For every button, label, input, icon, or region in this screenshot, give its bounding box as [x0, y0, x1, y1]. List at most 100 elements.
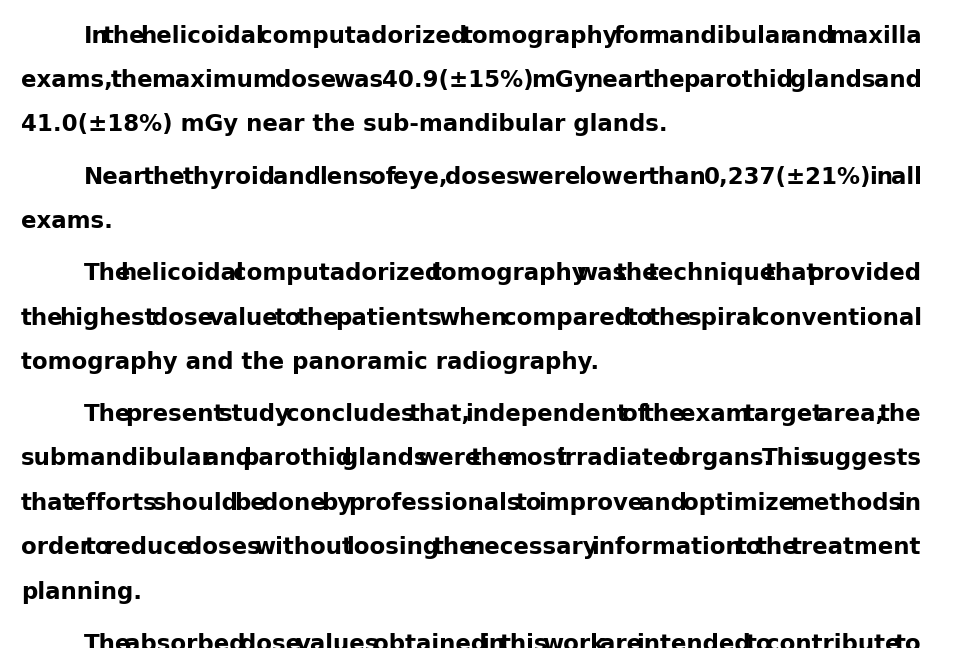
Text: maximum: maximum [151, 69, 276, 92]
Text: of: of [622, 403, 648, 426]
Text: loosing: loosing [347, 537, 440, 559]
Text: was: was [576, 262, 627, 285]
Text: professionals: professionals [348, 492, 520, 515]
Text: improve: improve [539, 492, 644, 515]
Text: independent: independent [466, 403, 628, 426]
Text: were: were [418, 448, 481, 470]
Text: this: this [500, 633, 548, 648]
Text: without: without [254, 537, 353, 559]
Text: spiral: spiral [687, 307, 759, 329]
Text: contribute: contribute [766, 633, 900, 648]
Text: the: the [21, 307, 63, 329]
Text: mandibular: mandibular [645, 25, 791, 47]
Text: doses: doses [186, 537, 261, 559]
Text: all: all [891, 166, 922, 189]
Text: most: most [503, 448, 567, 470]
Text: and: and [786, 25, 834, 47]
Text: were: were [517, 166, 581, 189]
Text: the: the [433, 537, 475, 559]
Text: helicoidal: helicoidal [120, 262, 244, 285]
Text: glands: glands [790, 69, 876, 92]
Text: the: the [297, 307, 340, 329]
Text: necessary: necessary [468, 537, 598, 559]
Text: In: In [84, 25, 108, 47]
Text: values: values [296, 633, 379, 648]
Text: of: of [370, 166, 396, 189]
Text: tomography and the panoramic radiography.: tomography and the panoramic radiography… [21, 351, 599, 374]
Text: absorbed: absorbed [125, 633, 246, 648]
Text: intended: intended [636, 633, 751, 648]
Text: to: to [627, 307, 654, 329]
Text: near: near [587, 69, 644, 92]
Text: that: that [765, 262, 818, 285]
Text: the: the [103, 25, 146, 47]
Text: to: to [735, 537, 762, 559]
Text: dose: dose [240, 633, 301, 648]
Text: 41.0(±18%) mGy near the sub-mandibular glands.: 41.0(±18%) mGy near the sub-mandibular g… [21, 113, 668, 136]
Text: dose: dose [275, 69, 336, 92]
Text: computadorized: computadorized [259, 25, 468, 47]
Text: patients: patients [335, 307, 442, 329]
Text: order: order [21, 537, 91, 559]
Text: highest: highest [60, 307, 156, 329]
Text: technique: technique [647, 262, 776, 285]
Text: by: by [321, 492, 352, 515]
Text: the: the [615, 262, 659, 285]
Text: submandibular: submandibular [21, 448, 214, 470]
Text: thyroid: thyroid [182, 166, 276, 189]
Text: dose: dose [152, 307, 213, 329]
Text: helicoidal: helicoidal [140, 25, 264, 47]
Text: for: for [613, 25, 650, 47]
Text: the: the [142, 166, 185, 189]
Text: lens: lens [319, 166, 372, 189]
Text: area,: area, [818, 403, 884, 426]
Text: are: are [600, 633, 642, 648]
Text: to: to [895, 633, 922, 648]
Text: in: in [869, 166, 893, 189]
Text: methods: methods [790, 492, 902, 515]
Text: should: should [153, 492, 238, 515]
Text: irradiated: irradiated [558, 448, 685, 470]
Text: parothid: parothid [242, 448, 351, 470]
Text: 40.9(±15%): 40.9(±15%) [381, 69, 533, 92]
Text: computadorized: computadorized [233, 262, 442, 285]
Text: work: work [542, 633, 606, 648]
Text: to: to [84, 537, 111, 559]
Text: exams,: exams, [21, 69, 113, 92]
Text: optimize: optimize [683, 492, 794, 515]
Text: reduce: reduce [105, 537, 193, 559]
Text: exams.: exams. [21, 210, 113, 233]
Text: the: the [879, 403, 922, 426]
Text: tomography: tomography [462, 25, 618, 47]
Text: to: to [516, 492, 542, 515]
Text: that: that [21, 492, 75, 515]
Text: conventional: conventional [756, 307, 922, 329]
Text: the: the [649, 307, 692, 329]
Text: obtained: obtained [373, 633, 487, 648]
Text: eye,: eye, [393, 166, 447, 189]
Text: the: the [642, 69, 685, 92]
Text: mGy: mGy [531, 69, 588, 92]
Text: the: the [470, 448, 514, 470]
Text: that,: that, [409, 403, 470, 426]
Text: parothid: parothid [683, 69, 793, 92]
Text: 0,237(±21%): 0,237(±21%) [704, 166, 872, 189]
Text: efforts: efforts [70, 492, 156, 515]
Text: the: the [756, 537, 798, 559]
Text: was: was [334, 69, 384, 92]
Text: The: The [84, 262, 131, 285]
Text: doses: doses [445, 166, 520, 189]
Text: to: to [745, 633, 772, 648]
Text: treatment: treatment [791, 537, 922, 559]
Text: glands: glands [342, 448, 427, 470]
Text: The: The [84, 403, 131, 426]
Text: in: in [481, 633, 505, 648]
Text: than: than [648, 166, 707, 189]
Text: and: and [639, 492, 687, 515]
Text: be: be [234, 492, 266, 515]
Text: value: value [209, 307, 278, 329]
Text: maxilla: maxilla [829, 25, 922, 47]
Text: when: when [438, 307, 507, 329]
Text: concludes: concludes [285, 403, 414, 426]
Text: organs.: organs. [675, 448, 772, 470]
